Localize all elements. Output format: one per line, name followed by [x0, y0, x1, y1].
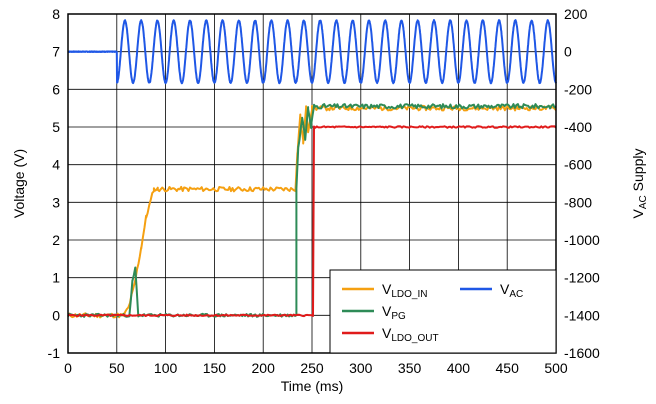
y-right-tick-label: -1200 — [564, 270, 600, 286]
y-left-ticks: -1 0 1 2 3 4 5 6 7 8 — [48, 6, 61, 361]
y-left-tick-label: 0 — [52, 307, 60, 323]
y-left-tick-label: 5 — [52, 119, 60, 135]
y-right-tick-label: -1400 — [564, 307, 600, 323]
y-right-tick-label: -600 — [564, 157, 592, 173]
x-tick-label: 400 — [447, 360, 471, 376]
y-left-axis-title: Voltage (V) — [11, 149, 27, 218]
x-tick-label: 200 — [252, 360, 276, 376]
y-right-tick-label: -1600 — [564, 345, 600, 361]
y-right-tick-label: -200 — [564, 81, 592, 97]
y-left-tick-label: 8 — [52, 6, 60, 22]
series-layer — [67, 19, 557, 319]
x-tick-label: 250 — [300, 360, 324, 376]
x-tick-label: 450 — [496, 360, 520, 376]
legend-label-vac: VAC — [500, 281, 523, 300]
series-line-vac — [67, 19, 557, 85]
legend-label-vldo_in: VLDO_IN — [382, 281, 427, 300]
y-right-title-rest: Supply — [630, 149, 646, 196]
y-right-title-main: V — [630, 208, 646, 218]
x-tick-label: 300 — [349, 360, 373, 376]
series-line-vldo_out — [67, 125, 557, 318]
y-left-tick-label: 4 — [52, 157, 60, 173]
y-right-tick-label: -800 — [564, 194, 592, 210]
x-tick-label: 350 — [398, 360, 422, 376]
y-right-tick-label: 200 — [564, 6, 588, 22]
x-tick-label: 500 — [544, 360, 568, 376]
y-right-ticks: 200 0 -200 -400 -600 -800 -1000 -1200 -1400 -1600 — [564, 6, 600, 361]
legend: VLDO_IN VAC VPG VLDO_OUT — [329, 269, 557, 354]
y-right-axis-title: VAC Supply — [630, 149, 649, 219]
y-right-title-sub: AC — [638, 195, 649, 209]
x-tick-label: 100 — [154, 360, 178, 376]
x-axis-title: Time (ms) — [281, 378, 343, 394]
y-right-tick-label: 0 — [564, 44, 572, 60]
series-line-vldo_in — [67, 104, 557, 319]
y-left-tick-label: 7 — [52, 44, 60, 60]
y-right-tick-label: -1000 — [564, 232, 600, 248]
y-left-tick-label: 6 — [52, 81, 60, 97]
x-tick-label: 150 — [203, 360, 227, 376]
y-right-tick-label: -400 — [564, 119, 592, 135]
y-left-tick-label: 1 — [52, 270, 60, 286]
y-left-tick-label: 2 — [52, 232, 60, 248]
plot-frame — [67, 13, 557, 354]
legend-label-vldo_out: VLDO_OUT — [382, 325, 439, 344]
x-tick-label: 0 — [64, 360, 72, 376]
x-tick-label: 50 — [109, 360, 125, 376]
legend-label-vpg: VPG — [382, 303, 406, 322]
x-ticks: 0 50 100 150 200 250 300 350 400 450 500 — [64, 360, 568, 376]
y-left-tick-label: 3 — [52, 194, 60, 210]
y-left-tick-label: -1 — [48, 345, 61, 361]
